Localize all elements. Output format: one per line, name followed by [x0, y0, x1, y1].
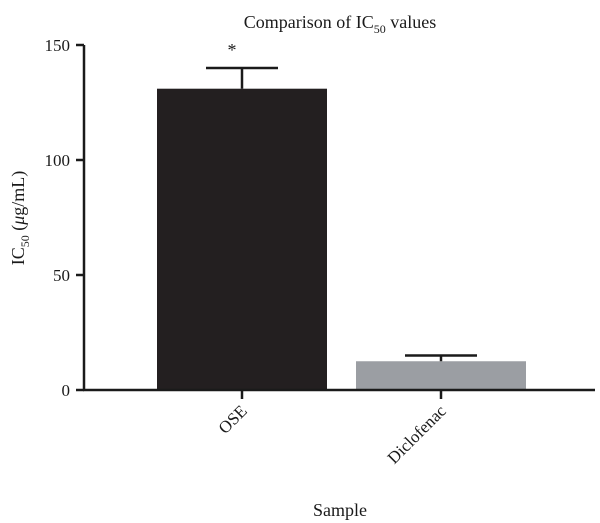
significance-marker: * — [228, 40, 237, 60]
plot-area: 0 50 100 150 * OSE Diclofenac — [45, 36, 595, 468]
y-tick-label: 0 — [62, 381, 71, 400]
y-tick-label: 150 — [45, 36, 71, 55]
y-tick-label: 100 — [45, 151, 71, 170]
bar — [356, 361, 526, 390]
x-tick-label: Diclofenac — [384, 401, 450, 467]
y-axis-label: IC50 (μg/mL) — [8, 171, 32, 266]
bar — [157, 88, 327, 390]
x-axis-label: Sample — [313, 500, 367, 520]
x-tick-label: OSE — [215, 401, 251, 437]
y-tick-label: 50 — [53, 266, 70, 285]
chart-title: Comparison of IC50 values — [244, 12, 436, 36]
